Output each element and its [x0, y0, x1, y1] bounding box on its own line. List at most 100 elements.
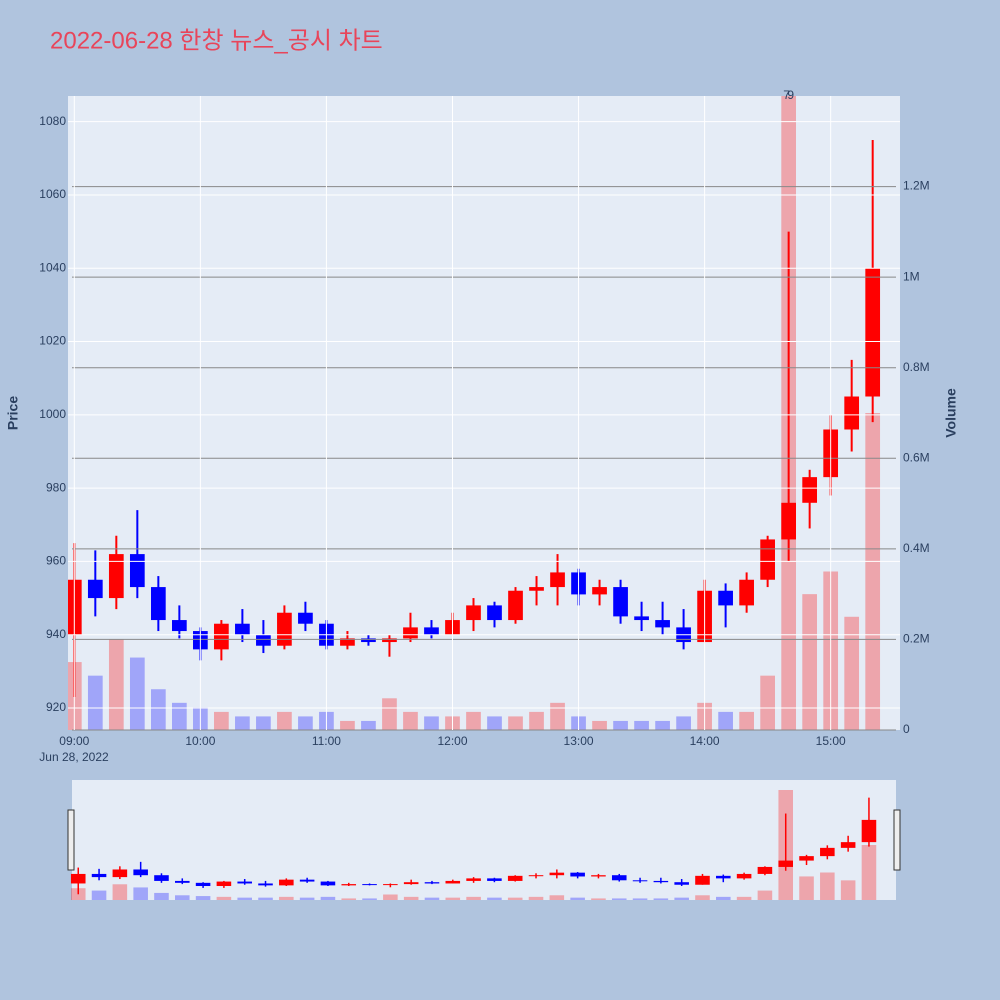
- mini-volume-bar: [695, 895, 710, 900]
- slider-handle[interactable]: [893, 809, 901, 871]
- volume-bar: [613, 720, 628, 730]
- mini-volume-bar: [279, 896, 294, 900]
- mini-volume-bar: [91, 890, 107, 900]
- range-slider[interactable]: [72, 780, 896, 900]
- candle-body: [613, 587, 628, 617]
- candle-body: [487, 605, 502, 621]
- volume-bar: [655, 720, 670, 730]
- mini-candle-body: [674, 882, 689, 885]
- volume-bar: [466, 711, 481, 730]
- mini-candle-body: [383, 884, 398, 886]
- candle-body: [172, 620, 187, 632]
- candle-body: [277, 612, 292, 646]
- mini-volume-bar: [840, 880, 856, 900]
- mini-volume-bar: [674, 897, 689, 900]
- mini-candle-body: [591, 875, 606, 877]
- mini-candle-body: [112, 869, 128, 878]
- mini-volume-bar: [820, 872, 835, 900]
- candle-body: [466, 605, 481, 621]
- mini-candle-body: [70, 873, 86, 884]
- mini-candle-body: [611, 875, 627, 881]
- y-tick-label: 1000: [39, 407, 66, 421]
- volume-bar: [529, 711, 544, 730]
- x-tick-label: 10:00: [185, 734, 215, 748]
- mini-candle-body: [299, 879, 315, 882]
- mini-volume-bar: [320, 896, 336, 900]
- mini-volume-bar: [383, 894, 398, 900]
- mini-candle-body: [341, 884, 357, 886]
- x-tick-label: 14:00: [690, 734, 720, 748]
- volume-bar: [108, 639, 124, 730]
- volume-bar: [172, 702, 187, 730]
- mini-candle-body: [424, 882, 440, 884]
- candle-body: [129, 554, 145, 588]
- candle-body: [634, 616, 649, 621]
- mini-candle-body: [736, 873, 752, 879]
- candle-body: [256, 634, 271, 646]
- y2-tick-label: 0.8M: [903, 360, 930, 374]
- mini-candle-body: [716, 875, 731, 879]
- mini-candle-body: [154, 875, 169, 881]
- mini-volume-bar: [757, 890, 773, 900]
- y-tick-label: 920: [46, 700, 66, 714]
- y2-tick-label: 0.4M: [903, 541, 930, 555]
- volume-bar: [403, 711, 418, 730]
- plot-area: [68, 96, 900, 730]
- candle-body: [68, 579, 82, 635]
- volume-bar: [760, 675, 775, 730]
- volume-bar: [634, 720, 649, 730]
- mini-volume-bar: [195, 896, 211, 900]
- mini-volume-bar: [133, 887, 148, 900]
- annotation: 9: [787, 88, 794, 102]
- mini-candle-body: [237, 881, 252, 884]
- y-tick-label: 1080: [39, 114, 66, 128]
- x-tick-label: 09:00: [59, 734, 89, 748]
- volume-bar: [340, 720, 355, 730]
- mini-volume-bar: [736, 896, 752, 900]
- mini-volume-bar: [632, 898, 648, 900]
- mini-volume-bar: [403, 896, 419, 900]
- candle-body: [739, 579, 754, 606]
- candle-body: [529, 587, 544, 591]
- mini-candle-body: [445, 880, 461, 884]
- date-label: Jun 28, 2022: [39, 750, 109, 764]
- candle-body: [760, 539, 775, 580]
- volume-bar: [298, 716, 313, 730]
- mini-candle-body: [258, 883, 273, 886]
- volume-bar: [802, 594, 818, 730]
- y2-tick-label: 1M: [903, 269, 920, 283]
- mini-volume-bar: [175, 895, 190, 900]
- mini-candle-body: [570, 872, 585, 877]
- mini-volume-bar: [445, 897, 461, 900]
- volume-bar: [592, 720, 607, 730]
- candle-body: [865, 268, 881, 397]
- x-tick-label: 15:00: [816, 734, 846, 748]
- candle-body: [108, 554, 124, 599]
- mini-volume-bar: [611, 898, 627, 900]
- mini-volume-bar: [591, 898, 606, 900]
- x-tick-label: 13:00: [564, 734, 594, 748]
- candle-body: [592, 587, 607, 595]
- plot: [68, 96, 881, 730]
- x-tick-label: 12:00: [437, 734, 467, 748]
- slider-handle[interactable]: [67, 809, 75, 871]
- candle-body: [150, 587, 166, 621]
- volume-bar: [277, 711, 292, 730]
- mini-candle-body: [216, 881, 232, 887]
- mini-volume-bar: [299, 897, 315, 900]
- mini-volume-bar: [362, 898, 377, 900]
- volume-bar: [844, 616, 860, 730]
- mini-volume-bar: [216, 896, 232, 900]
- candle-body: [87, 579, 103, 599]
- candle-body: [802, 477, 818, 503]
- candle-body: [382, 638, 397, 643]
- y2-tick-label: 0.6M: [903, 450, 930, 464]
- y2-tick-label: 1.2M: [903, 179, 930, 193]
- candle-body: [340, 638, 355, 646]
- candle-body: [781, 502, 796, 540]
- volume-bar: [676, 716, 691, 730]
- volume-bar: [508, 716, 523, 730]
- mini-volume-bar: [258, 897, 273, 900]
- y-tick-label: 940: [46, 627, 66, 641]
- x-tick-label: 11:00: [312, 734, 341, 748]
